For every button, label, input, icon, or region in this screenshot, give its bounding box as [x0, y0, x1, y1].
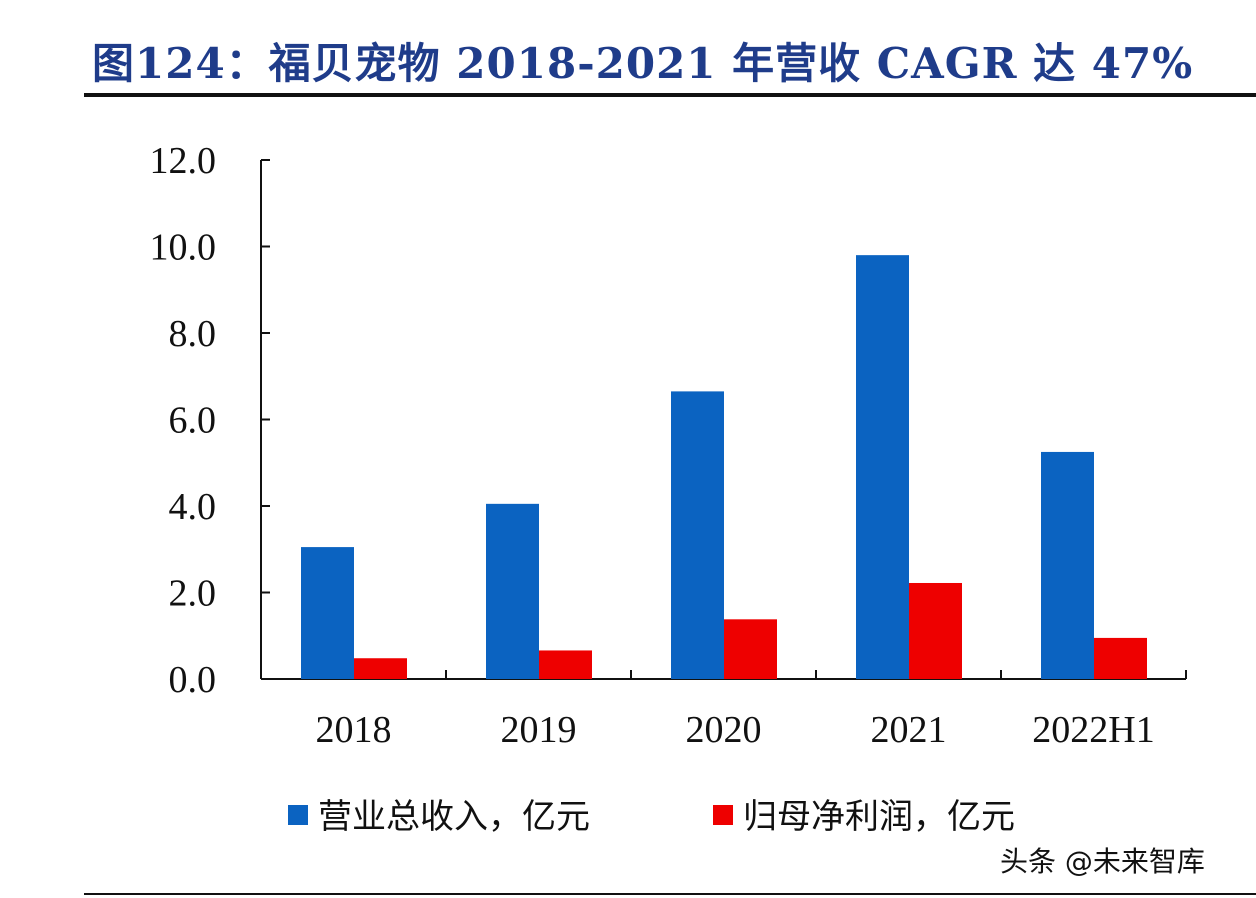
title-rule: [84, 93, 1256, 97]
y-tick-label: 12.0: [150, 140, 217, 182]
revenue-bar: [301, 547, 354, 679]
profit-bar: [1094, 637, 1147, 679]
profit-bar: [909, 582, 962, 679]
chart-title: 图124：福贝宠物 2018-2021 年营收 CAGR 达 47%: [92, 39, 1194, 88]
legend-revenue-label: 营业总收入，亿元: [318, 797, 590, 837]
y-tick-label: 10.0: [150, 227, 217, 269]
legend-profit-swatch: [713, 805, 733, 825]
y-tick-label: 6.0: [169, 400, 217, 442]
x-category-label: 2021: [871, 709, 947, 751]
x-category-label: 2019: [501, 709, 577, 751]
watermark-text: 头条 @未来智库: [1000, 845, 1205, 878]
legend-profit-label: 归母净利润，亿元: [743, 797, 1015, 837]
x-category-label: 2018: [316, 709, 392, 751]
profit-bar: [354, 658, 407, 679]
y-tick-label: 0.0: [169, 659, 217, 701]
y-tick-label: 8.0: [169, 313, 217, 355]
revenue-bar: [856, 255, 909, 679]
x-category-label: 2022H1: [1032, 709, 1154, 751]
bottom-rule: [84, 893, 1256, 895]
legend-revenue-swatch: [288, 805, 308, 825]
revenue-bar: [486, 503, 539, 679]
revenue-bar: [1041, 451, 1094, 679]
y-tick-label: 4.0: [169, 486, 217, 528]
revenue-bar: [671, 391, 724, 679]
x-category-label: 2020: [686, 709, 762, 751]
profit-bar: [724, 619, 777, 679]
profit-bar: [539, 650, 592, 679]
y-tick-label: 2.0: [169, 573, 217, 615]
